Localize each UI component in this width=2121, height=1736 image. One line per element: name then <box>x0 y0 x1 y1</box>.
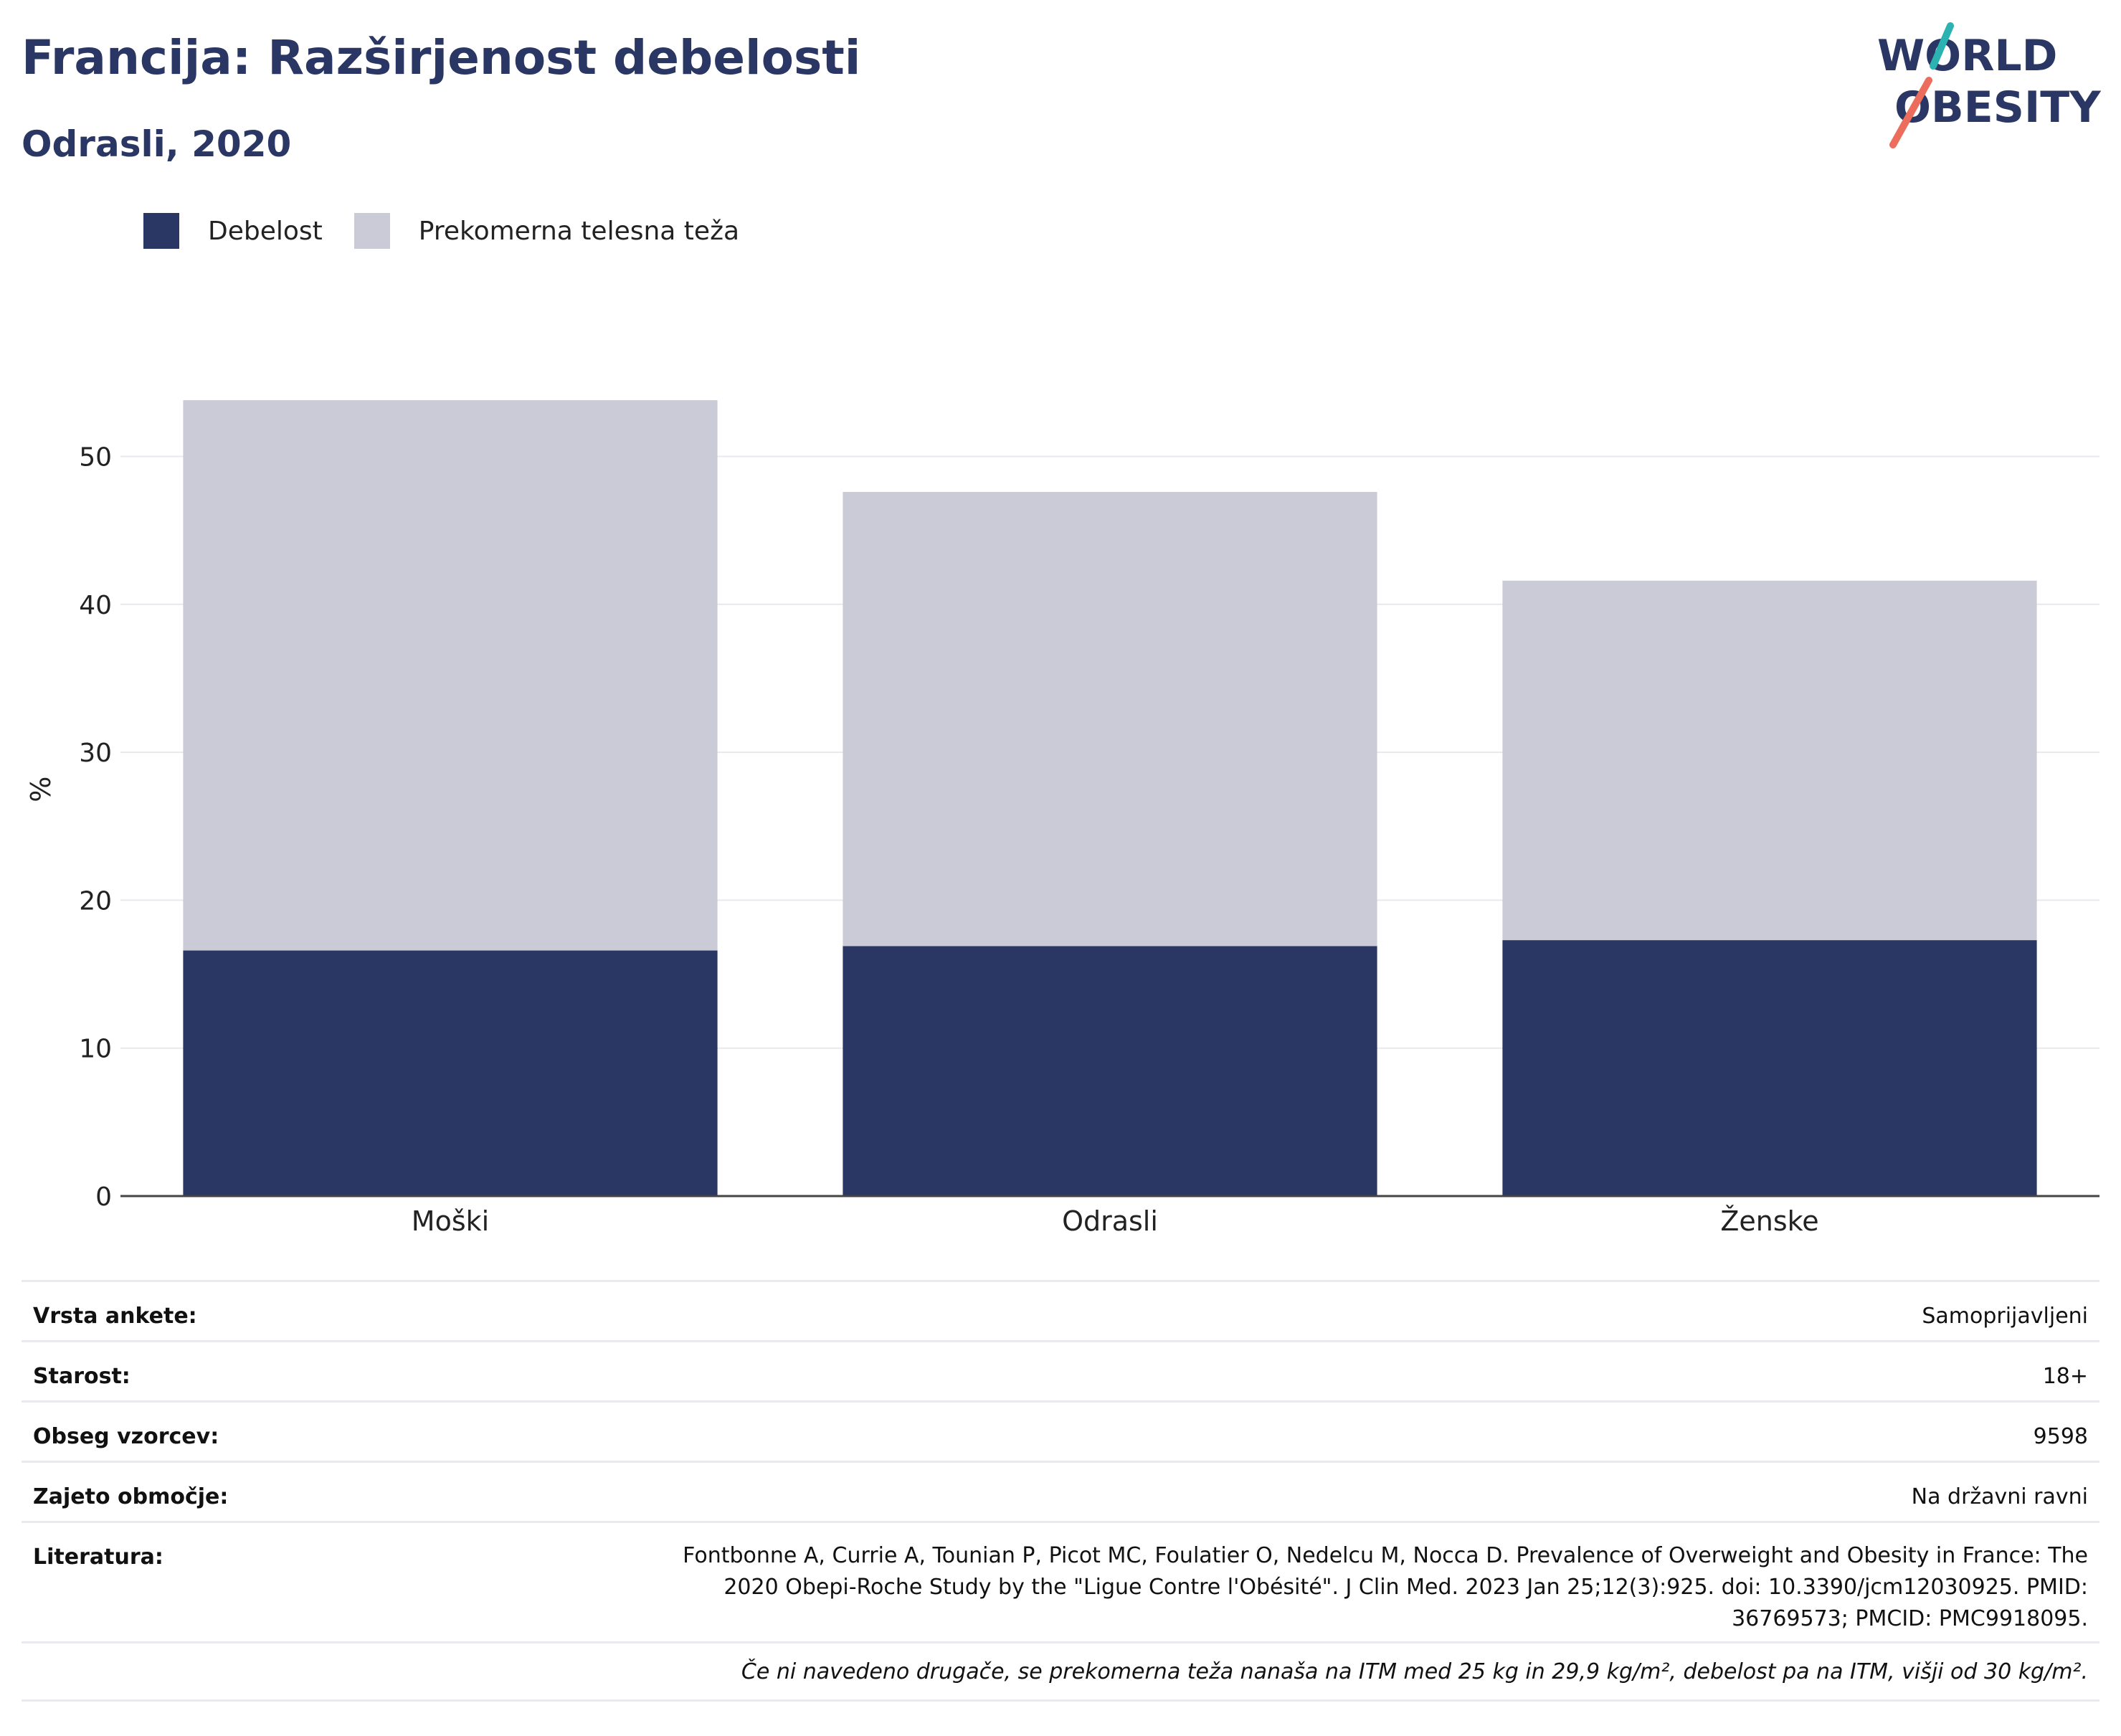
info-label-age: Starost: <box>33 1364 131 1389</box>
logo-line2: OBESITY <box>1894 82 2102 133</box>
legend-item-debelost[interactable]: Debelost <box>143 213 323 249</box>
bar-debelost-1 <box>843 946 1377 1196</box>
footnote: Če ni navedeno drugače, se prekomerna te… <box>741 1659 2088 1684</box>
info-row-sample-size: Obseg vzorcev: 9598 <box>22 1400 2099 1461</box>
legend-label-prekomerna: Prekomerna telesna teža <box>418 216 740 246</box>
logo-coral-slash <box>1889 77 1932 148</box>
chart-legend: Debelost Prekomerna telesna teža <box>143 212 771 250</box>
bar-debelost-0 <box>183 950 718 1196</box>
y-tick-label-0: 0 <box>95 1182 112 1212</box>
world-obesity-logo: WORLD OBESITY <box>1877 22 2102 148</box>
bar-prekomerna-0 <box>183 400 718 951</box>
info-value-references: Fontbonne A, Currie A, Tounian P, Picot … <box>683 1543 2088 1631</box>
info-table: Vrsta ankete: Samoprijavljeni Starost: 1… <box>22 1280 2099 1702</box>
x-tick-label-0: Moški <box>412 1205 489 1237</box>
info-label-survey-type: Vrsta ankete: <box>33 1304 197 1329</box>
y-tick-label-10: 10 <box>79 1035 112 1064</box>
info-row-age: Starost: 18+ <box>22 1340 2099 1400</box>
chart-subtitle: Odrasli, 2020 <box>22 123 292 165</box>
bar-chart: 0 10 20 30 40 50% Moški Odrasli Ženske <box>25 400 2099 1237</box>
chart-title: Francija: Razširjenost debelosti <box>22 30 861 85</box>
bar-prekomerna-1 <box>843 492 1377 947</box>
x-tick-label-1: Odrasli <box>1062 1205 1158 1237</box>
legend-swatch-prekomerna <box>354 213 390 249</box>
info-value-survey-type: Samoprijavljeni <box>1922 1304 2088 1329</box>
y-tick-label-30: 30 <box>79 739 112 768</box>
y-tick-label-40: 40 <box>79 591 112 620</box>
info-row-coverage: Zajeto območje: Na državni ravni <box>22 1461 2099 1521</box>
info-label-sample-size: Obseg vzorcev: <box>33 1424 219 1449</box>
legend-item-prekomerna[interactable]: Prekomerna telesna teža <box>354 213 739 249</box>
x-tick-label-2: Ženske <box>1720 1205 1818 1237</box>
info-row-survey-type: Vrsta ankete: Samoprijavljeni <box>22 1280 2099 1340</box>
legend-label-debelost: Debelost <box>208 216 323 246</box>
bar-debelost-2 <box>1502 940 2037 1196</box>
info-value-sample-size: 9598 <box>2033 1424 2088 1449</box>
bar-prekomerna-2 <box>1502 580 2037 941</box>
info-label-coverage: Zajeto območje: <box>33 1484 229 1509</box>
y-tick-label-50: 50 <box>79 443 112 473</box>
footnote-row: Če ni navedeno drugače, se prekomerna te… <box>22 1641 2099 1702</box>
info-value-coverage: Na državni ravni <box>1911 1484 2088 1509</box>
info-value-age: 18+ <box>2042 1364 2088 1389</box>
info-label-references: Literatura: <box>33 1545 163 1570</box>
logo-line1: WORLD <box>1877 31 2057 81</box>
y-axis-label: % <box>25 777 57 802</box>
legend-swatch-debelost <box>143 213 179 249</box>
info-row-references: Literatura: Fontbonne A, Currie A, Touni… <box>22 1521 2099 1641</box>
logo-teal-slash <box>1930 22 1954 70</box>
y-tick-label-20: 20 <box>79 886 112 916</box>
